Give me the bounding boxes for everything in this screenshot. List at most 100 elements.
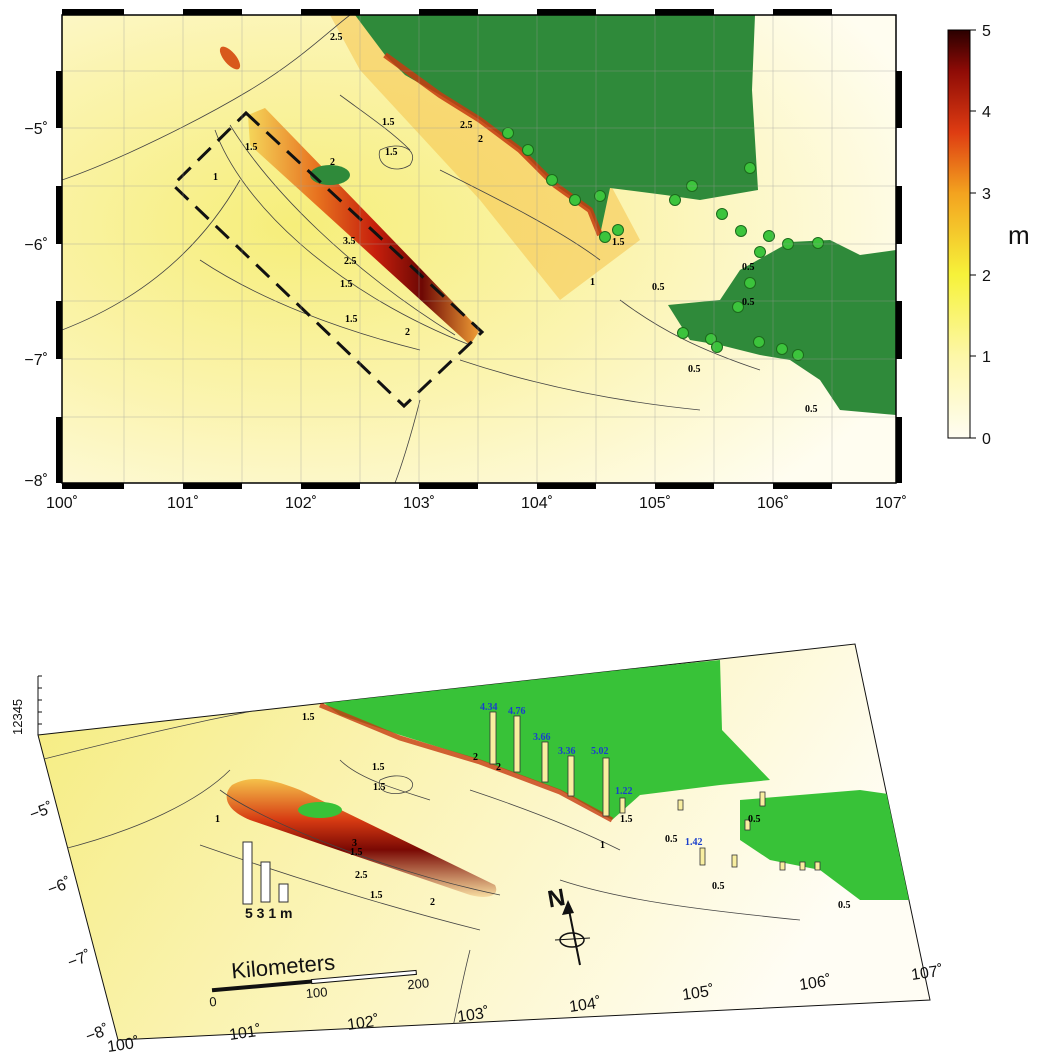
north-arrow: N — [546, 884, 591, 966]
wave-height-bars — [489, 711, 821, 871]
contour-label: 1.5 — [382, 117, 395, 128]
source-rectangle — [170, 110, 485, 409]
contour-label: 0.5 — [742, 297, 755, 308]
colorbar-tick: 0 — [982, 431, 991, 448]
top-x-axis: 100˚ 101˚ 102˚ 103˚ 104˚ 105˚ 106˚ 107˚ — [46, 495, 907, 512]
contour-label: 1.5 — [385, 147, 398, 158]
colorbar-tick: 5 — [982, 23, 991, 40]
bar-value-label: 1.22 — [615, 786, 633, 797]
bar-value-label: 3.36 — [558, 746, 576, 757]
bar-value-label: 4.76 — [508, 706, 526, 717]
contour-label: 1.5 — [372, 762, 385, 773]
contour-label: 1.5 — [345, 314, 358, 325]
x-tick-label: 104˚ — [521, 495, 553, 512]
y-tick-label: −8˚ — [24, 473, 48, 490]
contour-label: 0.5 — [748, 814, 761, 825]
contour-label: 1.5 — [370, 890, 383, 901]
contour-label: 2 — [496, 762, 501, 773]
x-tick-label: 103˚ — [403, 495, 435, 512]
contour-label: 1.5 — [340, 279, 353, 290]
contour-label: 2 — [430, 897, 435, 908]
contour-label: 2 — [473, 752, 478, 763]
contour-label: 0.5 — [688, 364, 701, 375]
contour-label: 3 — [352, 838, 357, 849]
top-map-area — [62, 15, 896, 483]
map-frame-ticks — [56, 9, 902, 489]
contour-label: 1.5 — [373, 782, 386, 793]
bar-legend-label: 5 3 1 m — [245, 905, 292, 921]
x-tick-label: 101˚ — [228, 1023, 262, 1044]
colorbar-tick: 4 — [982, 104, 991, 121]
contour-label: 1 — [590, 277, 595, 288]
z-axis: 12345 — [10, 675, 42, 735]
bottom-3d-map: 4.34 4.76 3.66 3.36 5.02 1.22 1.42 1 1.5… — [10, 643, 944, 1054]
contour-label: 1.5 — [612, 237, 625, 248]
bottom-contour-labels: 1 1.5 2.5 1.5 1.5 2 3 1.5 2 1.5 1.5 2 0.… — [215, 712, 851, 911]
contour-label: 0.5 — [652, 282, 665, 293]
contour-label: 2 — [478, 134, 483, 145]
graticule — [62, 15, 896, 483]
x-tick-label: 106˚ — [757, 495, 789, 512]
x-tick-label: 107˚ — [875, 495, 907, 512]
contour-label: 3.5 — [343, 236, 356, 247]
contour-label: 0.5 — [742, 262, 755, 273]
colorbar-gradient — [947, 29, 971, 439]
colorbar-unit: m — [1008, 220, 1030, 250]
contour-label: 1.5 — [245, 142, 258, 153]
x-tick-label: 103˚ — [456, 1005, 490, 1026]
observation-points — [502, 127, 824, 361]
contour-label: 0.5 — [838, 900, 851, 911]
top-map: 2.5 1.5 1.5 1.5 2 2.5 2 1 3.5 2.5 1.5 1.… — [24, 9, 1030, 512]
x-tick-label: 101˚ — [167, 495, 199, 512]
contour-label: 2.5 — [344, 256, 357, 267]
bar-value-label: 1.42 — [685, 837, 703, 848]
y-tick-label: −7˚ — [66, 948, 94, 972]
x-tick-label: 104˚ — [568, 995, 602, 1016]
contour-label: 2.5 — [330, 32, 343, 43]
x-tick-label: 100˚ — [46, 495, 78, 512]
contour-label: 2 — [330, 157, 335, 168]
y-tick-label: −7˚ — [24, 352, 48, 369]
x-tick-label: 105˚ — [681, 983, 715, 1004]
colorbar: 5 4 3 2 1 0 m — [947, 23, 1030, 448]
contour-label: 1 — [213, 172, 218, 183]
contour-label: 2.5 — [355, 870, 368, 881]
colorbar-tick: 1 — [982, 349, 991, 366]
scale-tick: 0 — [209, 994, 218, 1010]
contour-label: 1.5 — [350, 847, 363, 858]
tsunami-source-ridge — [248, 108, 480, 345]
contour-label: 1 — [215, 814, 220, 825]
bar-height-legend: 5 3 1 m — [242, 841, 292, 921]
land-sumatra — [355, 15, 758, 235]
y-tick-label: −6˚ — [24, 237, 48, 254]
bar-value-label: 4.34 — [480, 702, 498, 713]
y-tick-label: −6˚ — [46, 875, 74, 899]
scale-tick: 100 — [305, 984, 328, 1001]
contour-label: 0.5 — [665, 834, 678, 845]
contour-label: 2.5 — [460, 120, 473, 131]
contour-label: 1.5 — [620, 814, 633, 825]
land-sumatra-3d — [320, 660, 770, 820]
x-tick-label: 105˚ — [639, 495, 671, 512]
y-tick-label: −5˚ — [28, 800, 56, 824]
contour-label: 0.5 — [805, 404, 818, 415]
z-axis-label: 12345 — [10, 699, 25, 735]
x-tick-label: 102˚ — [346, 1013, 380, 1034]
top-contour-labels: 2.5 1.5 1.5 1.5 2 2.5 2 1 3.5 2.5 1.5 1.… — [213, 32, 818, 415]
x-tick-label: 102˚ — [285, 495, 317, 512]
x-tick-label: 106˚ — [798, 973, 832, 994]
bar-value-labels: 4.34 4.76 3.66 3.36 5.02 1.22 1.42 — [480, 702, 703, 848]
land-java — [668, 240, 896, 415]
tsunami-ridge-3d — [226, 778, 497, 897]
scale-tick: 200 — [407, 975, 430, 992]
x-tick-label: 107˚ — [910, 963, 944, 984]
bar-value-label: 3.66 — [533, 732, 551, 743]
contour-label: 1.5 — [302, 712, 315, 723]
contour-label: 2 — [405, 327, 410, 338]
colorbar-tick: 3 — [982, 186, 991, 203]
north-label: N — [546, 884, 568, 914]
x-tick-label: 100˚ — [106, 1035, 140, 1054]
contour-label: 1 — [600, 840, 605, 851]
contour-label: 0.5 — [712, 881, 725, 892]
bar-value-label: 5.02 — [591, 746, 609, 757]
